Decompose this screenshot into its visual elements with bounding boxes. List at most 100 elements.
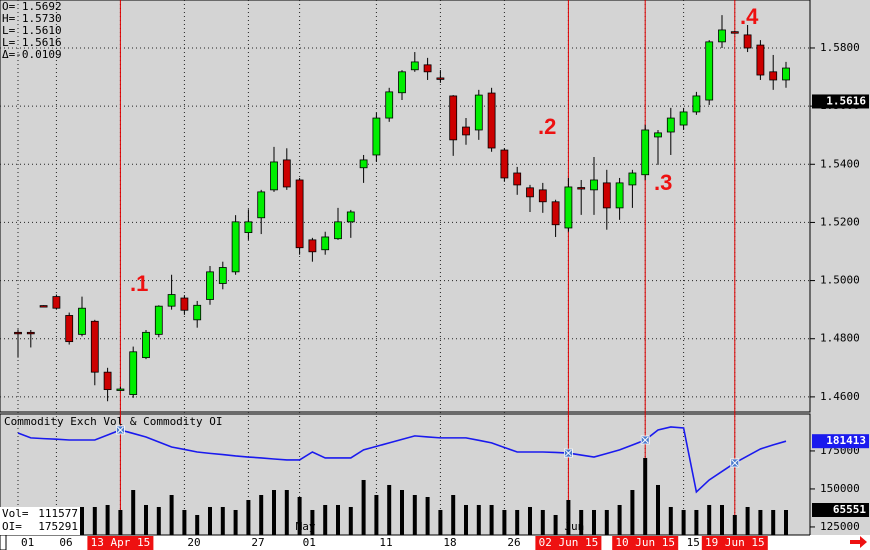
value-tag-label: 65551 [833,503,866,516]
volume-bar [720,504,724,535]
date-highlight [535,536,602,550]
volume-bar [668,506,673,535]
volume-bar [464,504,468,535]
volume-bar [438,509,443,535]
candle-body [385,91,394,119]
volume-bar [105,504,110,535]
x-tick-label: 26 [507,536,520,549]
x-tick-label: 19 Jun 15 [705,536,765,549]
volume-bar [118,509,123,535]
candle-body [334,221,342,240]
x-tick-label: 01 [21,536,34,549]
volume-bar [182,509,187,535]
ohlc-readout: L= 1.5616 [2,36,62,49]
candle-body [308,239,317,253]
volume-bar [336,504,340,535]
candle-body [615,182,624,209]
volume-bar [553,514,558,535]
candle-body [321,236,330,251]
volume-bar [284,490,289,535]
value-tag [812,503,869,517]
candle-body [244,221,253,234]
candle-body [564,186,573,229]
volume-bar [92,506,97,535]
oi-marker-cross [731,459,739,467]
volume-bar [451,495,456,535]
candle-body [65,315,74,343]
candle-body [436,77,445,80]
value-tag [812,94,869,109]
y-tick-label: 125000 [820,520,860,533]
candle-body [743,34,752,49]
price-panel [0,0,811,413]
candle-body [666,117,675,133]
candle-body [14,331,22,335]
date-highlight [701,536,768,550]
candle-body [282,159,291,188]
volume-bar [208,506,212,535]
candle-body [641,129,650,176]
candle-body [756,44,765,76]
scroll-handle[interactable] [0,534,7,550]
value-tag-label: 1.5616 [826,94,866,107]
scroll-arrow[interactable] [850,536,867,548]
volume-bar [630,490,635,535]
volume-bar [297,496,302,535]
candle-body [359,159,368,169]
candle-body [500,149,509,179]
y-tick-label: 1.4800 [820,332,860,345]
candle-body [782,67,790,81]
y-tick-label: 1.5200 [820,215,860,228]
candle-body [142,331,150,359]
ohlc-readout: Δ=-0.0109 [2,48,62,61]
candle-body [705,41,714,101]
candle-body [474,94,483,131]
candle-body [78,307,86,335]
panel-title: Commodity Exch Vol & Commodity OI [4,415,223,428]
volume-bar [566,499,571,535]
volume-bar [643,457,648,535]
volume-bar [272,490,276,535]
volume-bar [412,495,417,535]
candle-body [116,388,125,391]
readout-box [0,507,80,535]
x-tick-label: 06 [59,536,72,549]
x-tick-label: 13 Apr 15 [91,536,151,549]
volume-bar [540,509,545,535]
volume-bar [246,499,251,535]
y-tick-label: 1.4600 [820,390,860,403]
volume-bar [656,484,660,535]
candle-body [346,211,355,223]
oi-marker-cross [117,426,124,434]
x-tick-label: 27 [251,536,264,549]
x-tick-label: 10 Jun 15 [615,536,675,549]
x-tick-label: 02 Jun 15 [539,536,599,549]
x-tick-label: 15 [687,536,700,549]
candle-body [526,187,534,198]
volume-bar [592,509,596,535]
oi-label: OI= [2,520,22,533]
candle-body [692,95,701,113]
oi-line [17,426,787,494]
date-highlight [612,536,679,550]
oi-value: 175291 [38,520,78,533]
volume-bar [502,509,507,535]
candle-body [551,201,560,226]
volume-bar [233,509,238,535]
volume-bar [259,495,264,535]
candle-body [398,71,406,94]
annotation: .1 [130,271,148,296]
volume-bar [579,509,584,535]
volume-bar [144,504,148,535]
x-tick-label: 01 [303,536,316,549]
candle-body [26,331,35,335]
candle-body [590,179,598,191]
value-tag [812,434,869,449]
volume-bar [195,514,200,535]
y-tick-label: 1.5400 [820,157,860,170]
annotation: .3 [654,170,672,195]
ohlc-readout: L= 1.5610 [2,24,62,37]
volume-bar [476,504,481,535]
candle-body [654,132,662,138]
